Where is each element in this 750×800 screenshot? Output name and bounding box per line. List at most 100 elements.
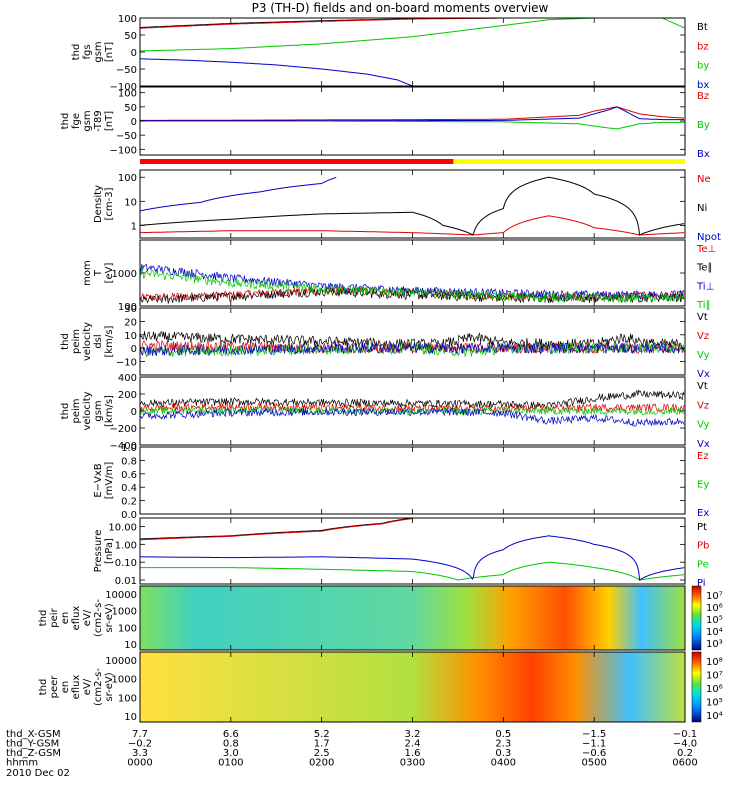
legend-entry: Ex: [697, 508, 709, 519]
legend-entry: Ey: [697, 480, 709, 491]
y-tick-label: 0: [131, 407, 137, 418]
x-axis-value: −1.1: [582, 739, 606, 750]
x-axis-value: −0.2: [128, 739, 152, 750]
series-npot: [139, 176, 337, 212]
series-pi: [140, 535, 685, 581]
y-axis-label: thd: [60, 333, 71, 350]
y-tick-label: 100: [118, 693, 137, 704]
colorbar-tick: 10⁷: [706, 671, 723, 682]
y-axis-label: fgs: [82, 44, 93, 59]
legend-entry: bx: [697, 80, 709, 91]
legend-entry: Ni: [697, 203, 707, 214]
panel-1: 100 50 0 −50 −100 thd fgs gsm [nT] Bt bz by bx: [71, 14, 709, 93]
colorbar-tick: 10³: [706, 639, 723, 650]
x-axis-value: 0100: [218, 758, 243, 769]
panel-2: 100 50 0 −50 −100 thd fge gsm -T89 [nT] Bz By Bx: [60, 86, 710, 160]
x-axis-labels: thd_X-GSM 7.7 6.6 5.2 3.2 0.5 −1.5 −0.1 thd_Y-GS…: [6, 729, 698, 779]
y-tick-label: 100: [118, 623, 137, 634]
y-axis-label: velocity: [82, 391, 93, 430]
y-tick-label: 1000: [112, 675, 137, 686]
colorbar-tick: 10⁸: [706, 657, 723, 668]
legend-entry: Pb: [697, 541, 709, 552]
panel-3: 100 10 1 Density [cm-3] Ne Ni Npot: [93, 169, 721, 243]
series-vx: [139, 342, 685, 357]
y-axis-label: thd: [38, 679, 49, 696]
y-axis-label: (cm2-s-: [93, 668, 104, 706]
legend-entry: Ez: [697, 451, 709, 462]
y-axis-label: peim: [71, 398, 82, 423]
y-axis-label: [km/s]: [104, 325, 115, 357]
x-axis-value: 3.2: [405, 729, 421, 740]
legend-entry: Ti∥: [696, 300, 711, 311]
series-bx: [140, 58, 413, 87]
y-tick-label: −200: [110, 424, 137, 435]
series-ne: [139, 215, 685, 236]
legend-entry: Vz: [697, 400, 709, 411]
y-tick-label: 200: [118, 390, 137, 401]
x-axis-value: −0.1: [673, 729, 697, 740]
y-tick-label: −100: [110, 82, 137, 93]
y-tick-label: 20: [124, 317, 137, 328]
y-axis-label: mom: [82, 260, 93, 286]
y-axis-label: fge: [71, 113, 82, 129]
x-axis-row-label: hhmm: [6, 758, 38, 769]
y-tick-label: 50: [124, 31, 137, 42]
x-axis-value: 0500: [581, 758, 606, 769]
x-axis-value: 6.6: [223, 729, 239, 740]
y-axis-label: [eV]: [104, 263, 115, 284]
x-axis-value: 3.3: [132, 748, 148, 759]
series-bx: [140, 106, 685, 122]
y-tick-label: 10000: [105, 656, 137, 667]
colorbar: [691, 585, 702, 651]
y-tick-label: 100: [118, 173, 137, 184]
x-axis-value: 2.5: [314, 748, 330, 759]
y-tick-label: 10.00: [108, 523, 137, 534]
legend-entry: Pi: [697, 578, 706, 589]
legend-entry: Te⊥: [696, 244, 716, 255]
y-tick-label: 1.00: [115, 540, 137, 551]
panel-frame: [139, 169, 686, 239]
colorbar-tick: 10⁷: [706, 591, 723, 602]
x-axis-value: 0.3: [495, 748, 511, 759]
y-tick-label: 0.4: [121, 483, 137, 494]
y-tick-label: 1: [131, 221, 137, 232]
legend-entry: Vz: [697, 331, 709, 342]
y-tick-label: 10: [124, 712, 137, 723]
series-by: [140, 120, 685, 130]
y-axis-label: peer: [49, 675, 60, 699]
y-axis-label: [mV/m]: [104, 462, 115, 500]
y-axis-label: [nT]: [104, 42, 115, 62]
x-axis-value: 0300: [400, 758, 425, 769]
colorbar-tick: 10⁵: [706, 615, 723, 626]
panel-4: 1000 100 mom T [eV] Te⊥ Te∥ Ti⊥ Ti∥: [82, 239, 716, 313]
series-pb: [140, 518, 413, 541]
x-axis-row-label: thd_X-GSM: [6, 729, 61, 740]
y-tick-label: 10: [124, 331, 137, 342]
y-tick-label: 10000: [105, 590, 137, 601]
y-tick-label: 0.6: [121, 470, 137, 481]
legend-entry: Te∥: [696, 263, 713, 274]
plot-title: P3 (TH-D) fields and on-board moments ov…: [252, 1, 549, 15]
legend-entry: Ti⊥: [696, 281, 714, 292]
y-tick-label: −50: [116, 65, 137, 76]
panel-frame: [139, 17, 686, 87]
y-tick-label: 0: [131, 48, 137, 59]
x-axis-value: 0.2: [677, 748, 693, 759]
colorbar-tick: 10⁴: [706, 711, 723, 722]
y-tick-label: 30: [124, 304, 137, 315]
y-axis-label: eV/: [82, 678, 93, 695]
y-tick-label: 0.8: [121, 456, 137, 467]
legend-entry: Vy: [697, 420, 710, 431]
series-by: [140, 17, 685, 52]
legend-entry: Npot: [697, 232, 721, 243]
x-axis-value: 1.6: [405, 748, 421, 759]
spectrogram: [140, 586, 685, 650]
x-axis-value: 0400: [491, 758, 516, 769]
y-axis-label: velocity: [82, 322, 93, 361]
series-vx: [139, 407, 685, 427]
legend-entry: Vx: [697, 439, 710, 450]
y-tick-label: 0.01: [115, 576, 137, 587]
